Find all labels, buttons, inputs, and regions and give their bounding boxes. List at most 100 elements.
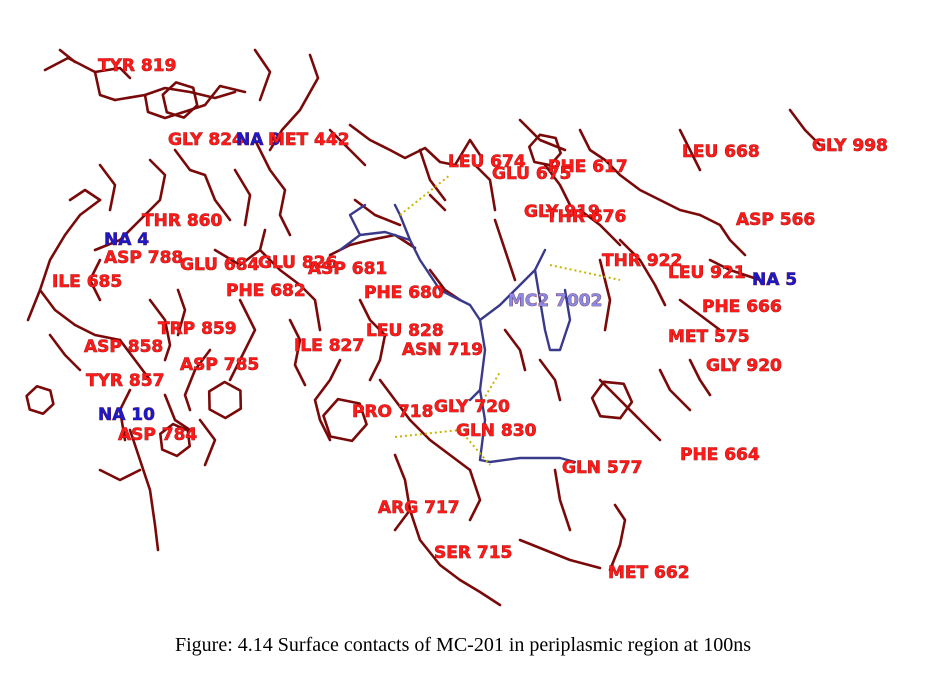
bond-7: [268, 53, 320, 152]
bond-39: [468, 468, 482, 522]
bond-38: [608, 503, 627, 572]
bond-48: [688, 358, 712, 397]
label-asp-788: ASP 788: [104, 248, 183, 268]
bond-24: [258, 248, 322, 332]
bond-53: [518, 118, 567, 152]
label-met-662: MET 662: [608, 563, 690, 583]
bond-12: [473, 163, 497, 212]
hydrogen-bonds: [394, 174, 621, 466]
label-asp-566: ASP 566: [736, 210, 815, 230]
aromatic-ring-0: [161, 81, 199, 119]
aromatic-ring-5: [527, 133, 563, 167]
bond-65: [198, 418, 217, 467]
label-leu-674: LEU 674: [448, 152, 526, 172]
bond-37: [518, 538, 602, 570]
bond-22: [176, 288, 187, 337]
label-thr-922: THR 922: [602, 251, 682, 271]
bond-56: [493, 218, 517, 282]
bond-18: [38, 288, 77, 327]
label-na-9: NA 9: [236, 130, 281, 150]
label-pro-718: PRO 718: [352, 402, 433, 422]
ligand-bond-6: [468, 388, 482, 402]
label-asn-719: ASN 719: [402, 340, 483, 360]
bond-49: [658, 368, 692, 412]
bond-41: [598, 378, 662, 442]
label-leu-668: LEU 668: [682, 142, 760, 162]
label-leu-921: LEU 921: [668, 263, 746, 283]
bond-52: [598, 258, 612, 332]
bond-6: [253, 48, 272, 102]
label-met-575: MET 575: [668, 327, 750, 347]
bond-23: [213, 228, 267, 267]
bond-42: [578, 128, 622, 177]
label-na-10: NA 10: [98, 405, 155, 425]
label-trp-859: TRP 859: [158, 319, 237, 339]
ligand-bond-4: [533, 268, 572, 352]
label-gln-830: GLN 830: [456, 421, 537, 441]
ligand-mc2-7002-structure: [338, 203, 577, 464]
bond-40: [553, 468, 572, 532]
label-arg-717: ARG 717: [378, 498, 460, 518]
bond-69: [538, 358, 562, 402]
bond-68: [68, 188, 102, 202]
label-tyr-857: TYR 857: [86, 371, 164, 391]
aromatic-ring-3: [590, 380, 634, 420]
ligand-bond-3: [478, 248, 547, 322]
bond-25: [288, 318, 307, 387]
hbond-3: [479, 371, 501, 406]
bond-17: [26, 198, 102, 322]
bond-33: [408, 418, 472, 472]
label-tyr-819: TYR 819: [98, 56, 176, 76]
aromatic-rings: [25, 81, 634, 458]
bond-36: [458, 578, 502, 607]
bond-16: [93, 218, 142, 252]
bond-21: [148, 298, 172, 362]
bond-55: [578, 208, 622, 247]
label-phe-617: PHE 617: [548, 157, 628, 177]
ligand-bond-2: [348, 203, 367, 237]
label-gly-998: GLY 998: [812, 136, 888, 156]
bond-51: [618, 238, 667, 307]
bond-66: [233, 168, 252, 227]
label-ser-715: SER 715: [434, 543, 512, 563]
label-ile-827: ILE 827: [294, 336, 364, 356]
label-thr-860: THR 860: [142, 211, 222, 231]
bond-59: [88, 258, 102, 302]
bond-50: [788, 108, 822, 147]
hbond-1: [549, 264, 621, 281]
aromatic-ring-2: [322, 397, 368, 443]
bond-30: [358, 298, 387, 382]
ligand-bond-5: [478, 318, 577, 464]
aromatic-ring-6: [25, 384, 55, 416]
bond-1: [93, 70, 117, 102]
label-gly-824: GLY 824: [168, 130, 244, 150]
label-phe-666: PHE 666: [702, 297, 782, 317]
bond-10: [418, 148, 447, 202]
bond-63: [118, 388, 132, 442]
ligand-bond-0: [338, 230, 482, 322]
bond-32: [378, 378, 412, 422]
label-asp-784: ASP 784: [118, 425, 197, 445]
bond-28: [253, 138, 292, 237]
bond-2: [113, 86, 237, 102]
bond-61: [128, 428, 160, 552]
label-phe-664: PHE 664: [680, 445, 760, 465]
bond-13: [428, 193, 447, 212]
bond-58: [353, 198, 402, 227]
label-leu-828: LEU 828: [366, 321, 444, 341]
label-gln-577: GLN 577: [562, 458, 642, 478]
bond-43: [618, 173, 702, 217]
label-na-4: NA 4: [104, 230, 149, 250]
hbond-0: [399, 174, 451, 216]
bond-60: [48, 333, 82, 372]
label-thr-676: THR 676: [546, 207, 626, 227]
label-asp-681: ASP 681: [308, 259, 387, 279]
hbond-2: [394, 429, 461, 438]
bond-9: [348, 123, 457, 167]
label-gly-720: GLY 720: [434, 397, 510, 417]
label-na-5: NA 5: [752, 270, 797, 290]
bond-26: [228, 298, 257, 382]
bond-4: [203, 84, 247, 107]
bond-70: [503, 328, 527, 372]
